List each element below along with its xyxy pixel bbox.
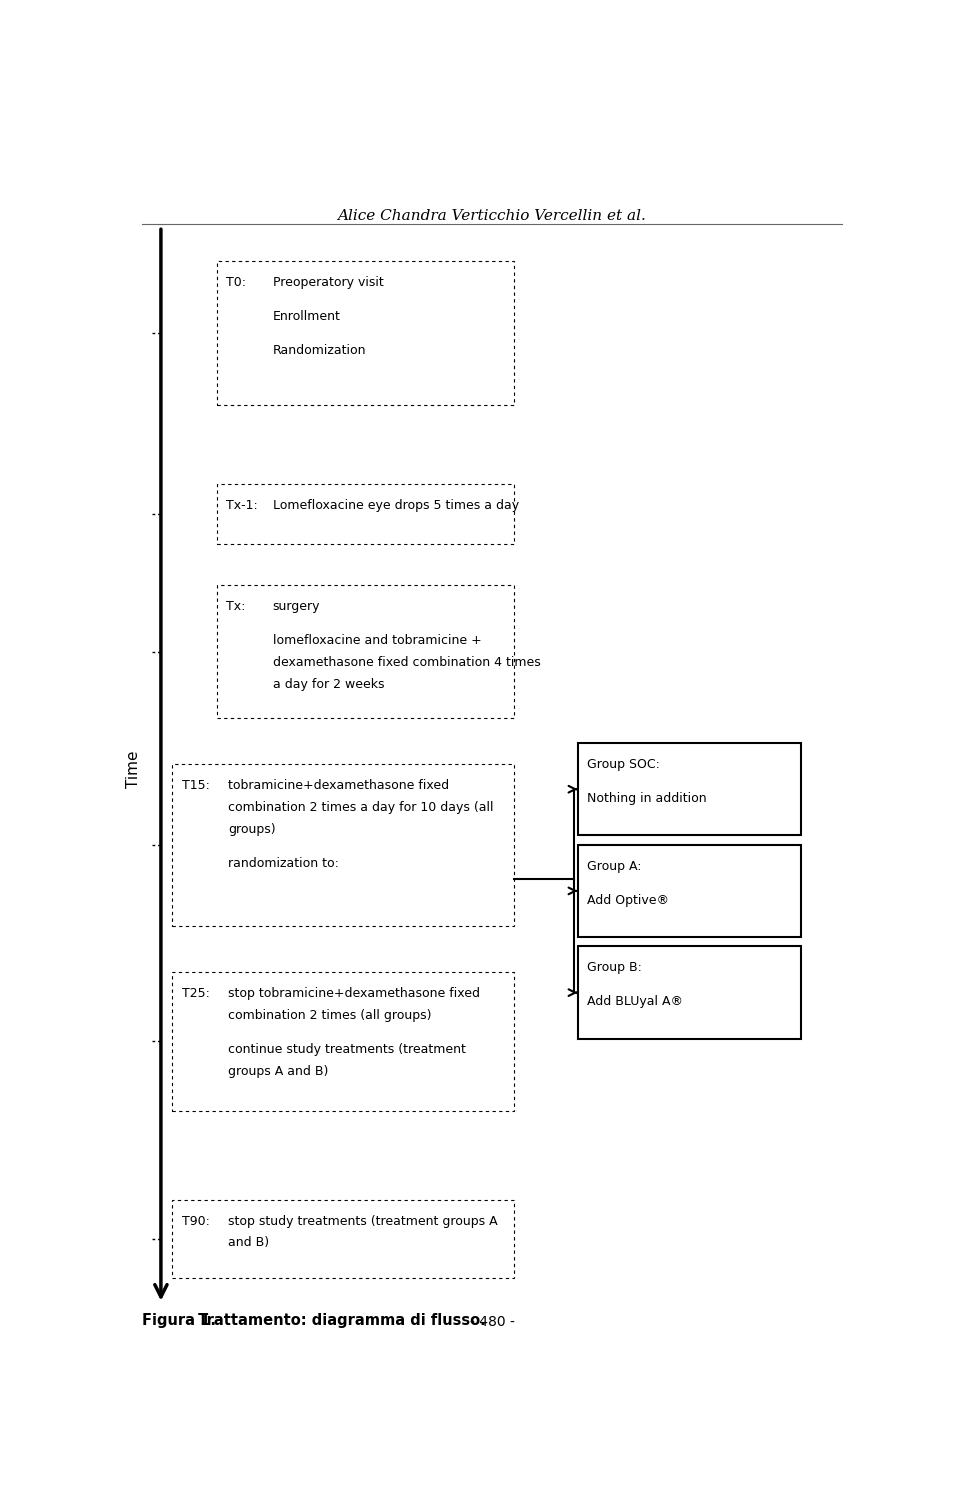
Text: dexamethasone fixed combination 4 times: dexamethasone fixed combination 4 times <box>273 656 540 668</box>
Bar <box>217 485 515 545</box>
Text: Tx:: Tx: <box>227 600 246 612</box>
Text: Time: Time <box>126 750 141 788</box>
Bar <box>217 584 515 717</box>
Text: and B): and B) <box>228 1237 269 1249</box>
Text: Group SOC:: Group SOC: <box>588 758 660 772</box>
Text: Group A:: Group A: <box>588 860 641 872</box>
Text: T25:: T25: <box>181 986 209 1000</box>
Text: Trattamento: diagramma di flusso.: Trattamento: diagramma di flusso. <box>193 1313 486 1328</box>
Bar <box>578 743 801 836</box>
Text: Tx-1:: Tx-1: <box>227 500 258 512</box>
Bar <box>578 947 801 1039</box>
Text: a day for 2 weeks: a day for 2 weeks <box>273 677 384 690</box>
Text: - 480 -: - 480 - <box>469 1315 515 1328</box>
Text: lomefloxacine and tobramicine +: lomefloxacine and tobramicine + <box>273 633 481 647</box>
Text: groups): groups) <box>228 823 276 836</box>
Text: stop study treatments (treatment groups A: stop study treatments (treatment groups … <box>228 1214 497 1228</box>
Text: T15:: T15: <box>181 779 209 793</box>
Text: combination 2 times a day for 10 days (all: combination 2 times a day for 10 days (a… <box>228 800 493 814</box>
Text: Add BLUyal A®: Add BLUyal A® <box>588 995 684 1009</box>
Text: combination 2 times (all groups): combination 2 times (all groups) <box>228 1009 431 1022</box>
Text: Lomefloxacine eye drops 5 times a day: Lomefloxacine eye drops 5 times a day <box>273 500 518 512</box>
Text: Add Optive®: Add Optive® <box>588 893 669 907</box>
Text: surgery: surgery <box>273 600 320 612</box>
Text: groups A and B): groups A and B) <box>228 1064 328 1078</box>
Text: stop tobramicine+dexamethasone fixed: stop tobramicine+dexamethasone fixed <box>228 986 480 1000</box>
Text: continue study treatments (treatment: continue study treatments (treatment <box>228 1043 466 1055</box>
Text: Figura 1.: Figura 1. <box>142 1313 216 1328</box>
Bar <box>217 261 515 405</box>
Bar <box>172 764 515 926</box>
Bar <box>578 845 801 937</box>
Text: Alice Chandra Verticchio Vercellin et al.: Alice Chandra Verticchio Vercellin et al… <box>338 209 646 224</box>
Text: randomization to:: randomization to: <box>228 857 339 869</box>
Text: Preoperatory visit: Preoperatory visit <box>273 276 383 290</box>
Text: Nothing in addition: Nothing in addition <box>588 793 707 805</box>
Bar <box>172 1199 515 1277</box>
Text: tobramicine+dexamethasone fixed: tobramicine+dexamethasone fixed <box>228 779 449 793</box>
Text: Group B:: Group B: <box>588 962 642 974</box>
Text: Randomization: Randomization <box>273 344 366 357</box>
Text: T90:: T90: <box>181 1214 209 1228</box>
Text: Enrollment: Enrollment <box>273 311 341 323</box>
Bar <box>172 971 515 1111</box>
Text: T0:: T0: <box>227 276 247 290</box>
